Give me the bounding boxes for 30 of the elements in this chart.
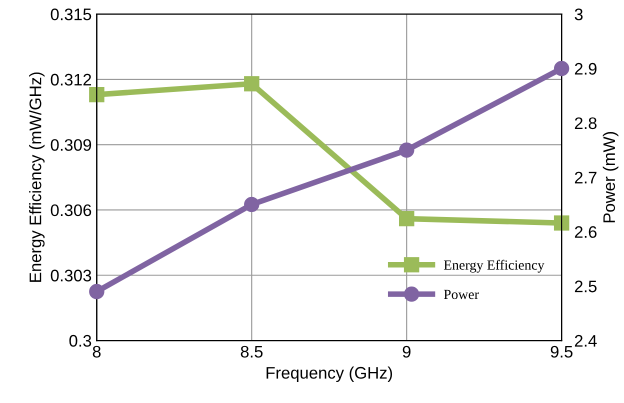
x-tick-label: 9.5 xyxy=(550,346,572,358)
y-tick-label: 0.306 xyxy=(50,204,92,216)
y-tick-label: 0.3 xyxy=(69,334,92,347)
point xyxy=(244,196,260,212)
x-tick-label: 8 xyxy=(92,346,101,358)
y-tick-label: 0.309 xyxy=(50,139,92,151)
point xyxy=(244,76,260,92)
y2-tick-label: 2.8 xyxy=(574,117,597,130)
x-axis-title: Frequency (GHz) xyxy=(266,366,392,382)
point xyxy=(89,86,104,102)
point xyxy=(554,215,570,231)
y2-axis-title: Power (mW) xyxy=(602,132,618,222)
legend-label: Energy Efficiency xyxy=(444,260,544,273)
x-tick-label: 9 xyxy=(402,346,410,358)
x-tick-label: 8.5 xyxy=(240,346,263,358)
point xyxy=(399,142,414,158)
y-tick-label: 0.312 xyxy=(50,74,92,86)
y2-tick-label: 2.9 xyxy=(574,62,596,75)
y-tick-label: 0.303 xyxy=(50,270,92,282)
y-axis-title: Energy Efficiency (mW/GHz) xyxy=(29,72,45,282)
y2-tick-label: 2.6 xyxy=(574,226,597,238)
point xyxy=(554,60,570,76)
point xyxy=(89,284,104,300)
y2-tick-label: 3 xyxy=(574,8,583,20)
y2-tick-label: 2.5 xyxy=(574,280,597,292)
y-tick-label: 0.315 xyxy=(50,8,92,20)
y2-tick-label: 2.4 xyxy=(574,334,597,347)
y2-tick-label: 2.7 xyxy=(574,172,596,184)
point xyxy=(399,211,414,226)
legend-label: Power xyxy=(444,290,479,300)
